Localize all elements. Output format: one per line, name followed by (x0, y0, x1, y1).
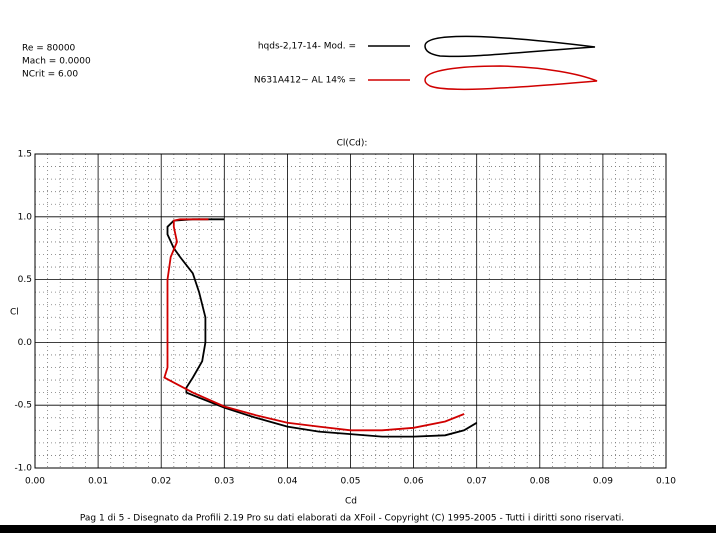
x-tick-label: 0.10 (656, 477, 676, 487)
y-tick-label: 0.0 (18, 338, 33, 348)
y-tick-label: 0.5 (18, 275, 32, 285)
airfoil-shape (424, 35, 596, 58)
info-text: Mach = 0.0000 (22, 57, 91, 67)
x-tick-label: 0.02 (151, 477, 171, 487)
y-axis-label: Cl (10, 308, 19, 318)
legend-label: hqds-2,17-14- Mod. = (258, 42, 356, 52)
x-axis-label: Cd (345, 497, 357, 507)
legend-label: N631A412~ AL 14% = (254, 76, 356, 86)
x-tick-label: 0.01 (88, 477, 108, 487)
data-line (163, 218, 465, 432)
y-tick-label: 1.5 (18, 150, 32, 160)
info-text: NCrit = 6.00 (22, 70, 78, 80)
x-tick-label: 0.08 (530, 477, 550, 487)
x-tick-label: 0.00 (25, 477, 45, 487)
x-tick-label: 0.07 (467, 477, 487, 487)
y-tick-label: 1.0 (18, 212, 33, 222)
x-tick-label: 0.06 (404, 477, 424, 487)
bottom-bar (0, 525, 716, 533)
x-tick-label: 0.09 (593, 477, 613, 487)
plot-frame (34, 153, 667, 469)
data-line (166, 218, 478, 438)
footer: Pag 1 di 5 - Disegnato da Profili 2.19 P… (80, 514, 624, 524)
airfoil-shape (424, 65, 598, 91)
info-text: Re = 80000 (22, 44, 76, 54)
x-tick-label: 0.03 (214, 477, 234, 487)
y-tick-label: -0.5 (14, 401, 32, 411)
x-tick-label: 0.05 (340, 477, 360, 487)
y-tick-label: -1.0 (14, 464, 32, 474)
x-tick-label: 0.04 (277, 477, 297, 487)
chart-title: Cl(Cd): (337, 139, 368, 149)
